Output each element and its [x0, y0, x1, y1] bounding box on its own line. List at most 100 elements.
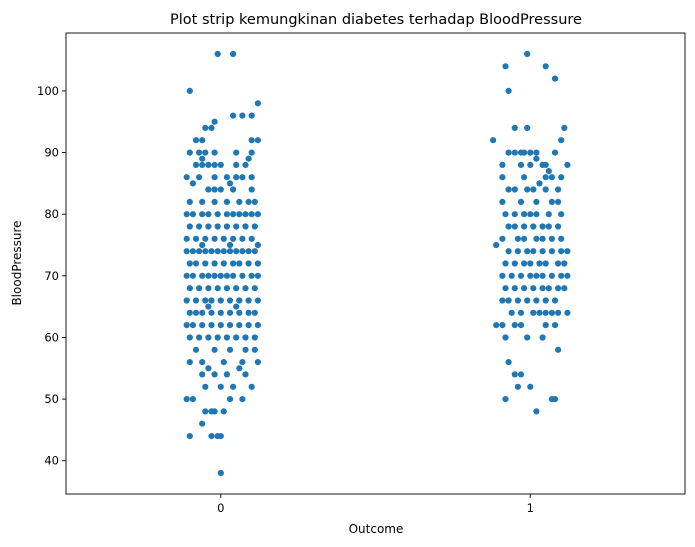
chart-title: Plot strip kemungkinan diabetes terhadap…: [170, 12, 582, 28]
data-point: [230, 50, 237, 58]
data-point: [186, 359, 193, 366]
data-point: [530, 248, 537, 255]
data-point: [233, 285, 240, 292]
data-point: [564, 161, 571, 168]
data-point: [223, 198, 230, 205]
data-point: [530, 186, 537, 193]
data-point: [192, 346, 200, 353]
data-point: [555, 186, 562, 193]
data-point: [502, 260, 509, 267]
data-point: [551, 396, 559, 403]
data-point: [539, 235, 546, 242]
data-point: [564, 272, 571, 279]
data-point: [527, 260, 534, 267]
y-tick-label: 80: [44, 207, 59, 221]
data-point: [233, 174, 240, 181]
data-point: [208, 322, 215, 329]
data-point: [220, 248, 227, 255]
data-point: [539, 248, 546, 255]
data-point: [230, 112, 237, 119]
y-tick-label: 40: [44, 454, 59, 468]
data-point: [548, 174, 556, 181]
data-point: [248, 174, 255, 181]
data-point: [524, 186, 531, 193]
y-tick-label: 100: [37, 84, 59, 98]
data-point: [242, 346, 249, 353]
data-point: [223, 285, 230, 292]
data-point: [248, 235, 255, 242]
data-point: [245, 198, 252, 205]
data-point: [192, 161, 200, 168]
data-point: [561, 260, 568, 267]
data-point: [511, 285, 518, 292]
data-point: [517, 198, 525, 205]
data-point: [505, 149, 512, 156]
data-point: [555, 198, 562, 205]
data-point: [211, 118, 218, 125]
data-point: [524, 248, 531, 255]
data-point: [533, 297, 540, 304]
data-points: [183, 50, 571, 477]
data-point: [211, 149, 218, 156]
data-point: [555, 346, 562, 353]
data-point: [199, 371, 206, 378]
data-point: [217, 186, 224, 193]
data-point: [248, 383, 255, 390]
data-point: [514, 235, 522, 242]
data-point: [239, 112, 246, 119]
data-point: [211, 371, 218, 378]
data-point: [186, 260, 193, 267]
data-point: [208, 297, 215, 304]
data-point: [514, 248, 522, 255]
data-point: [502, 63, 509, 70]
data-point: [555, 223, 562, 230]
data-point: [205, 334, 212, 341]
data-point: [226, 396, 234, 403]
data-point: [199, 241, 206, 249]
data-point: [211, 161, 218, 168]
data-point: [202, 248, 209, 255]
data-point: [245, 322, 252, 329]
data-point: [189, 396, 196, 403]
data-point: [505, 186, 512, 193]
data-point: [524, 50, 531, 58]
data-point: [220, 260, 227, 267]
data-point: [239, 272, 246, 279]
data-point: [511, 223, 518, 230]
data-point: [251, 285, 258, 292]
data-point: [214, 211, 221, 218]
data-point: [542, 63, 549, 70]
data-point: [199, 198, 206, 205]
data-point: [217, 433, 224, 440]
data-point: [514, 383, 522, 390]
data-point: [214, 223, 221, 230]
data-point: [242, 285, 249, 292]
data-point: [248, 137, 255, 144]
data-point: [536, 260, 543, 267]
y-tick-label: 60: [44, 330, 59, 344]
data-point: [254, 272, 261, 279]
data-point: [189, 180, 196, 187]
data-point: [533, 198, 540, 205]
x-tick-label: 0: [217, 501, 224, 515]
data-point: [245, 155, 252, 162]
data-point: [186, 223, 193, 230]
data-point: [254, 100, 261, 107]
data-point: [539, 223, 546, 230]
data-point: [239, 359, 246, 366]
data-point: [220, 359, 227, 366]
data-point: [564, 309, 571, 316]
data-point: [239, 174, 246, 181]
data-point: [545, 223, 552, 230]
data-point: [211, 186, 218, 193]
data-point: [248, 149, 255, 156]
data-point: [251, 223, 258, 230]
data-point: [236, 260, 243, 267]
data-point: [226, 297, 234, 304]
data-point: [511, 186, 518, 193]
data-point: [521, 223, 528, 230]
data-point: [511, 260, 518, 267]
data-point: [524, 297, 531, 304]
data-point: [196, 334, 203, 341]
data-point: [192, 260, 200, 267]
